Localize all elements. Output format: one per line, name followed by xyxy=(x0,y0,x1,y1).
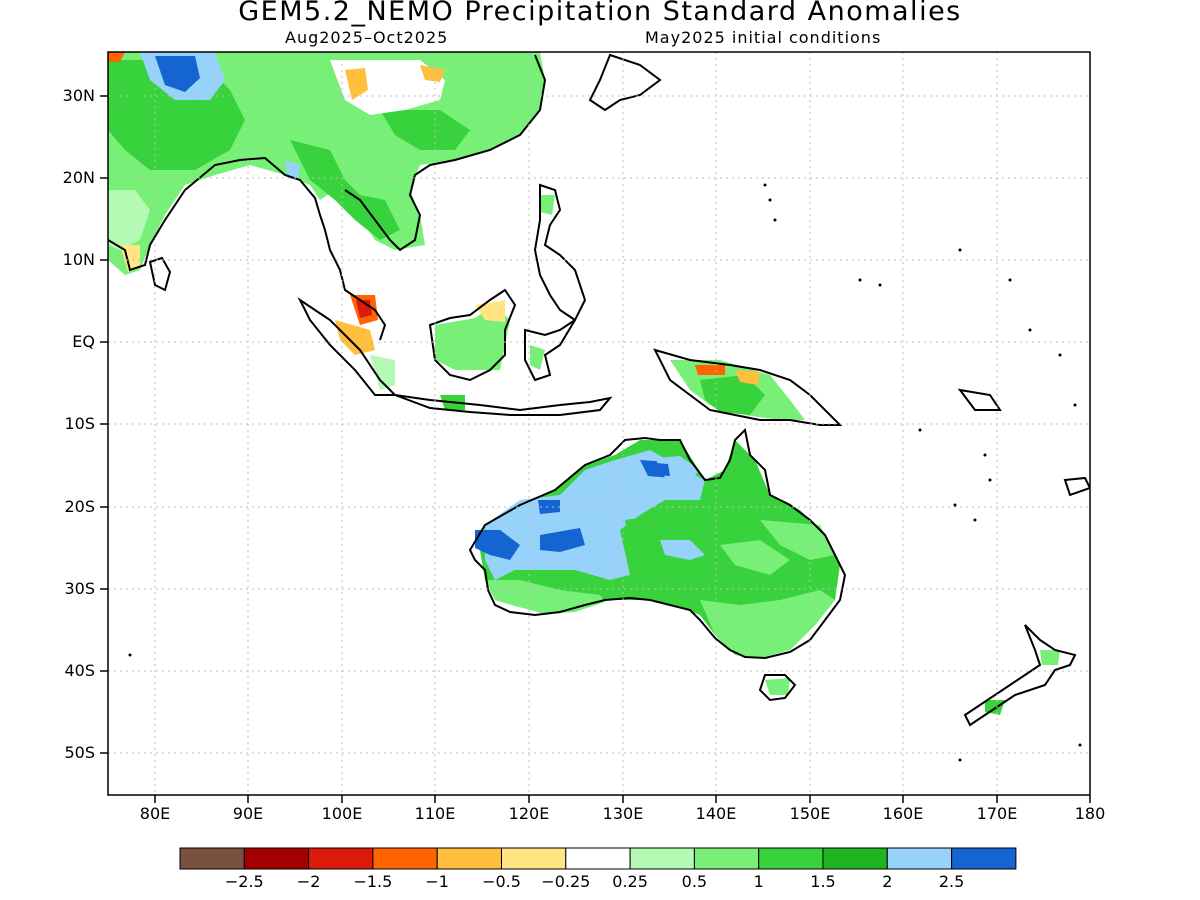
chart-title: GEM5.2_NEMO Precipitation Standard Anoma… xyxy=(238,0,962,27)
lon-label: 180 xyxy=(1074,804,1106,823)
colorbar-swatch xyxy=(886,847,953,870)
lat-label: EQ xyxy=(72,332,95,351)
forecast-period: Aug2025–Oct2025 xyxy=(285,28,449,47)
lat-label: 30S xyxy=(64,579,95,598)
lon-label: 80E xyxy=(139,804,171,823)
colorbar-label: −0.25 xyxy=(541,872,591,891)
colorbar-label: 0.5 xyxy=(681,872,708,891)
lon-label: 110E xyxy=(414,804,456,823)
lat-label: 50S xyxy=(64,743,95,762)
colorbar-swatch xyxy=(758,847,824,870)
initial-conditions: May2025 initial conditions xyxy=(645,28,882,47)
colorbar-label: 2 xyxy=(882,872,893,891)
colorbar-swatch xyxy=(951,847,1017,870)
lat-label: 40S xyxy=(64,661,95,680)
lon-label: 120E xyxy=(508,804,550,823)
colorbar-label: −0.5 xyxy=(482,872,521,891)
colorbar-label: 1 xyxy=(753,872,764,891)
colorbar-swatch xyxy=(822,847,888,870)
colorbar-swatch xyxy=(308,847,374,870)
colorbar-label: 1.5 xyxy=(810,872,836,891)
lat-label: 20S xyxy=(64,497,95,516)
colorbar-label: −1 xyxy=(425,872,449,891)
lon-label: 130E xyxy=(602,804,644,823)
graticule xyxy=(108,52,1090,795)
colorbar-swatch xyxy=(372,847,438,870)
lon-label: 90E xyxy=(232,804,264,823)
colorbar-label: −1.5 xyxy=(353,872,393,891)
colorbar-label: 2.5 xyxy=(938,872,965,891)
colorbar-label: −2.5 xyxy=(224,872,264,891)
islands xyxy=(128,183,1082,762)
colorbar-swatch xyxy=(179,847,245,870)
colorbar-swatch xyxy=(243,847,310,870)
lat-label: 10S xyxy=(64,414,95,433)
colorbar xyxy=(179,847,1017,870)
coastlines xyxy=(108,53,1090,727)
lon-label: 140E xyxy=(695,804,737,823)
lat-label: 20N xyxy=(62,168,95,187)
colorbar-label: −2 xyxy=(296,872,321,891)
lon-label: 150E xyxy=(789,804,831,823)
lat-label: 30N xyxy=(62,86,95,105)
colorbar-swatch xyxy=(501,847,567,870)
lon-label: 100E xyxy=(321,804,363,823)
precip-anomaly-field xyxy=(108,52,1060,715)
colorbar-label: 0.25 xyxy=(612,872,648,891)
colorbar-swatch xyxy=(436,847,503,870)
colorbar-swatch xyxy=(565,847,631,870)
lat-label: 10N xyxy=(62,250,95,269)
colorbar-swatch xyxy=(693,847,760,870)
colorbar-swatch xyxy=(629,847,695,870)
lon-label: 160E xyxy=(882,804,924,823)
lon-label: 170E xyxy=(976,804,1018,823)
